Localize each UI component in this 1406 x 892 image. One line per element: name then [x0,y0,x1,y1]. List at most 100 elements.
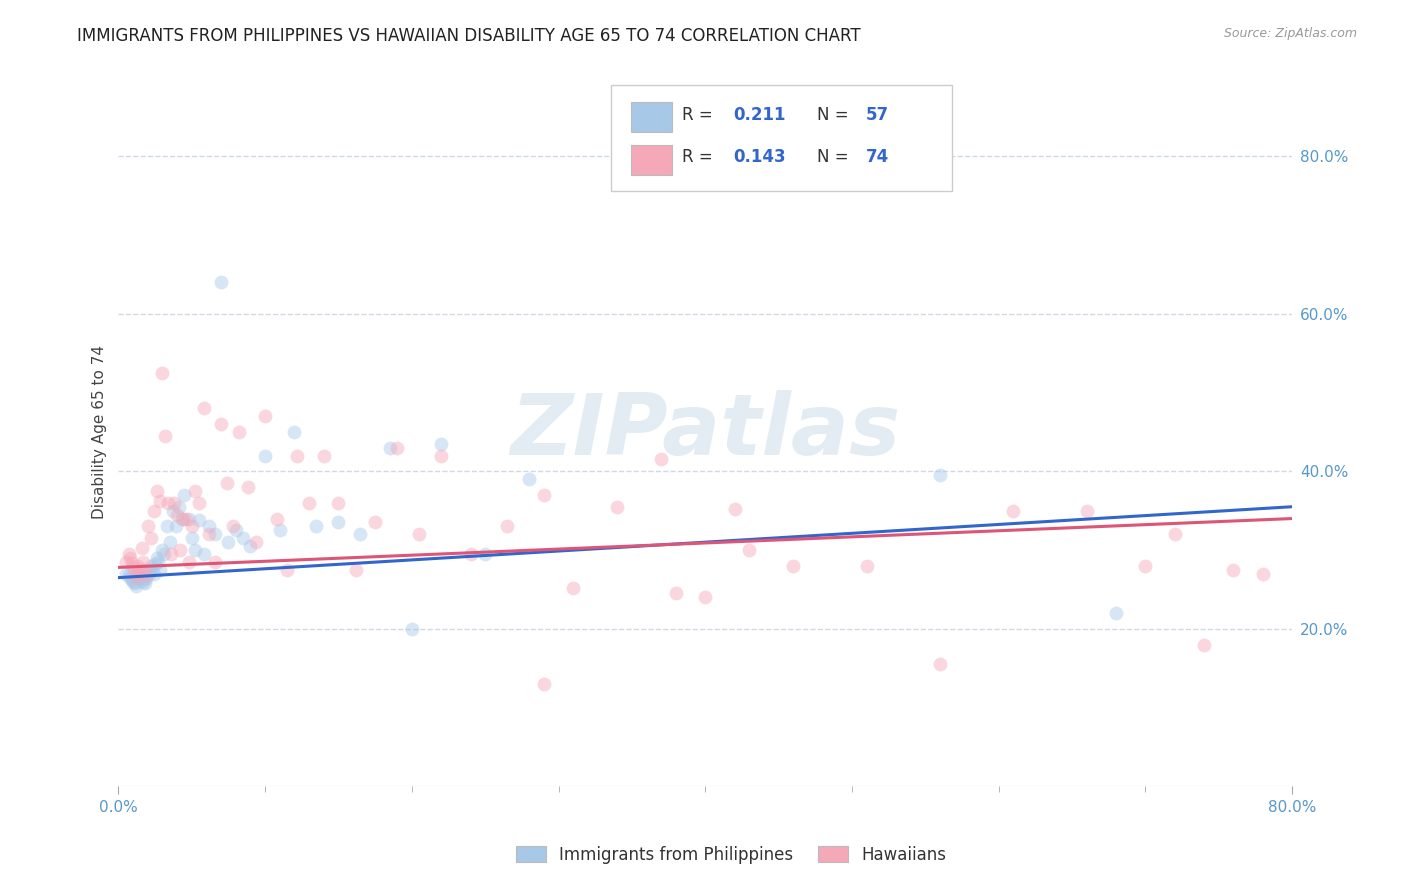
Point [128,562,150,576]
Point [266,511,288,525]
Point [173,488,195,502]
Point [283,425,305,439]
Point [239,539,262,553]
Point [188,513,211,527]
Point [929,468,952,483]
Point [153,547,176,561]
Point [134,576,156,591]
Point [129,571,152,585]
Point [167,500,190,514]
Point [174,511,197,525]
Point [152,366,174,380]
Point [430,449,453,463]
Point [183,483,205,498]
Point [222,519,245,533]
Point [129,566,152,581]
Point [738,543,761,558]
Bar [631,103,672,132]
Point [148,494,170,508]
Point [855,558,877,573]
Text: IMMIGRANTS FROM PHILIPPINES VS HAWAIIAN DISABILITY AGE 65 TO 74 CORRELATION CHAR: IMMIGRANTS FROM PHILIPPINES VS HAWAIIAN … [77,27,860,45]
Point [172,511,194,525]
Point [134,563,156,577]
Point [152,543,174,558]
Point [364,516,387,530]
Point [165,519,187,533]
Point [198,527,221,541]
Point [132,555,155,569]
Text: Source: ZipAtlas.com: Source: ZipAtlas.com [1223,27,1357,40]
Point [180,531,202,545]
Point [245,535,267,549]
Point [124,565,146,579]
Point [145,550,167,565]
Point [141,564,163,578]
Point [159,535,181,549]
Point [695,591,717,605]
Text: ZIPatlas: ZIPatlas [510,391,900,474]
Point [193,547,215,561]
Point [1251,566,1274,581]
Point [344,563,367,577]
Point [533,488,555,502]
Point [228,425,250,439]
Point [148,563,170,577]
Point [142,504,165,518]
Point [177,555,200,569]
Point [163,496,186,510]
Point [1135,558,1157,573]
Point [328,496,350,510]
Point [204,527,226,541]
Point [1192,638,1215,652]
Point [496,519,519,533]
Point [1163,527,1185,541]
Point [204,555,226,569]
Point [782,558,804,573]
Legend: Immigrants from Philippines, Hawaiians: Immigrants from Philippines, Hawaiians [509,839,953,871]
Point [1222,563,1244,577]
Point [136,568,159,582]
Point [1076,504,1098,518]
Point [209,275,232,289]
Point [217,535,239,549]
Point [276,563,298,577]
Point [177,511,200,525]
Point [132,574,155,589]
Point [146,555,169,569]
Point [929,657,952,672]
Point [125,578,148,592]
Point [254,449,277,463]
Point [122,574,145,589]
Point [460,547,482,561]
Point [606,500,628,514]
FancyBboxPatch shape [612,85,952,191]
Point [193,401,215,416]
Point [225,524,247,538]
Point [650,452,672,467]
Point [128,568,150,582]
Text: 57: 57 [866,106,889,124]
Point [143,558,166,572]
Point [378,441,401,455]
Point [139,531,162,545]
Point [138,563,160,577]
Point [408,527,430,541]
Point [135,571,157,585]
Point [198,519,221,533]
Point [562,581,585,595]
Point [121,573,143,587]
Point [349,527,371,541]
Point [125,570,148,584]
Point [127,558,149,573]
Point [135,568,157,582]
Point [166,508,188,522]
Point [305,519,328,533]
Point [118,547,141,561]
Y-axis label: Disability Age 65 to 74: Disability Age 65 to 74 [93,345,107,519]
Point [142,566,165,581]
Point [120,550,142,565]
Text: R =: R = [682,106,717,124]
Text: 0.211: 0.211 [734,106,786,124]
Point [155,429,177,443]
Point [298,496,321,510]
